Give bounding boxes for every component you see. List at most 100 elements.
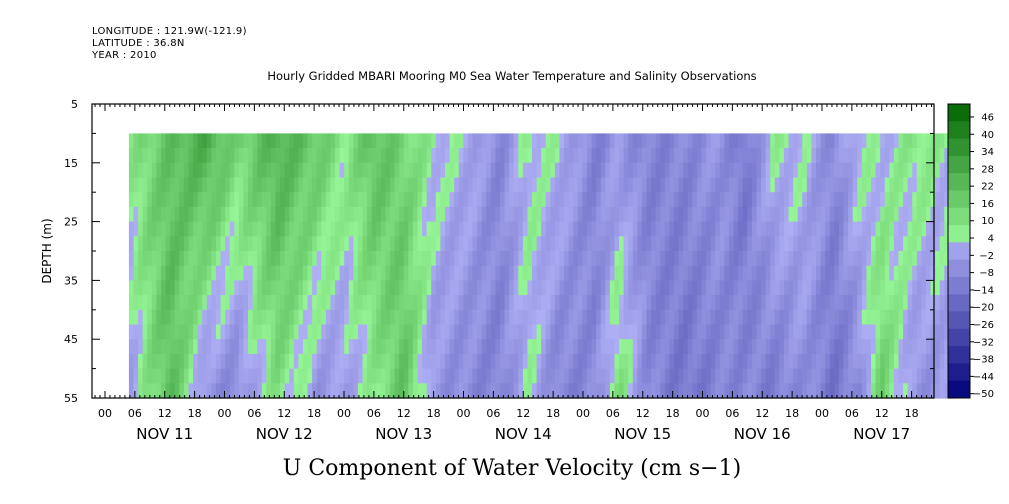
heatmap-cell <box>930 177 936 193</box>
heatmap-cell <box>417 309 423 326</box>
heatmap-cell <box>829 265 835 281</box>
heatmap-cell <box>628 162 634 179</box>
heatmap-cell <box>257 265 263 281</box>
heatmap-cell <box>156 177 162 193</box>
heatmap-cell <box>238 265 245 281</box>
heatmap-cell <box>454 339 460 355</box>
heatmap-cell <box>335 206 341 223</box>
heatmap-cell <box>339 353 345 370</box>
heatmap-cell <box>193 251 199 267</box>
heatmap-cell <box>394 265 400 281</box>
heatmap-cell <box>417 324 423 340</box>
heatmap-cell <box>348 265 354 281</box>
heatmap-cell <box>289 192 295 208</box>
heatmap-cell <box>820 353 826 370</box>
heatmap-cell <box>289 353 295 370</box>
heatmap-cell <box>802 236 808 252</box>
heatmap-cell <box>211 236 217 252</box>
heatmap-cell <box>390 309 396 326</box>
heatmap-cell <box>220 309 226 326</box>
heatmap-cell <box>270 236 277 252</box>
heatmap-cell <box>765 324 771 340</box>
heatmap-cell <box>312 177 318 193</box>
heatmap-cell <box>655 324 661 340</box>
heatmap-cell <box>930 148 936 164</box>
heatmap-cell <box>458 133 464 149</box>
heatmap-cell <box>733 236 739 252</box>
heatmap-cell <box>532 251 538 267</box>
heatmap-cell <box>486 280 492 296</box>
heatmap-cell <box>193 295 199 311</box>
heatmap-cell <box>321 148 327 164</box>
heatmap-cell <box>426 295 432 311</box>
heatmap-cell <box>609 251 616 267</box>
heatmap-cell <box>165 353 171 370</box>
heatmap-cell <box>724 177 730 193</box>
heatmap-cell <box>394 251 400 267</box>
heatmap-cell <box>843 206 849 223</box>
heatmap-cell <box>573 251 579 267</box>
heatmap-cell <box>706 368 712 384</box>
heatmap-cell <box>316 353 322 370</box>
heatmap-cell <box>848 383 854 399</box>
heatmap-cell <box>889 368 895 384</box>
heatmap-cell <box>229 133 235 149</box>
heatmap-cell <box>385 148 391 164</box>
heatmap-cell <box>422 309 428 326</box>
heatmap-cell <box>619 236 625 252</box>
heatmap-cell <box>848 192 854 208</box>
heatmap-cell <box>848 324 854 340</box>
heatmap-cell <box>390 280 396 296</box>
heatmap-cell <box>761 148 767 164</box>
heatmap-cell <box>458 236 464 252</box>
heatmap-cell <box>605 221 611 237</box>
heatmap-cell <box>733 295 739 311</box>
heatmap-cell <box>408 221 414 237</box>
heatmap-cell <box>275 295 281 311</box>
heatmap-cell <box>518 192 524 208</box>
heatmap-cell <box>422 148 428 164</box>
heatmap-cell <box>202 383 208 399</box>
heatmap-cell <box>944 236 950 252</box>
heatmap-cell <box>641 148 648 164</box>
heatmap-cell <box>623 162 629 179</box>
heatmap-cell <box>628 353 634 370</box>
heatmap-cell <box>211 251 217 267</box>
heatmap-cell <box>710 251 716 267</box>
heatmap-cell <box>399 236 405 252</box>
heatmap-cell <box>206 368 212 384</box>
heatmap-cell <box>783 162 790 179</box>
heatmap-cell <box>706 251 712 267</box>
heatmap-cell <box>499 383 506 399</box>
colorbar-label: 16 <box>981 199 994 210</box>
heatmap-cell <box>536 295 542 311</box>
heatmap-cell <box>472 295 478 311</box>
heatmap-cell <box>133 148 139 164</box>
heatmap-cell <box>669 148 675 164</box>
heatmap-cell <box>275 236 281 252</box>
heatmap-cell <box>183 368 190 384</box>
heatmap-cell <box>646 206 652 223</box>
heatmap-cell <box>440 339 446 355</box>
heatmap-cell <box>797 295 803 311</box>
heatmap-cell <box>490 265 496 281</box>
heatmap-cell <box>325 221 332 237</box>
heatmap-cell <box>641 162 648 179</box>
heatmap-cell <box>742 368 748 384</box>
heatmap-cell <box>174 353 180 370</box>
heatmap-cell <box>646 221 652 237</box>
heatmap-cell <box>829 133 835 149</box>
heatmap-cell <box>133 324 139 340</box>
heatmap-cell <box>509 206 515 223</box>
heatmap-cell <box>353 353 359 370</box>
heatmap-cell <box>174 177 180 193</box>
heatmap-cell <box>701 265 707 281</box>
heatmap-cell <box>586 133 593 149</box>
heatmap-cell <box>183 265 190 281</box>
heatmap-cell <box>463 295 469 311</box>
heatmap-cell <box>458 148 464 164</box>
heatmap-cell <box>486 192 492 208</box>
heatmap-cell <box>532 383 538 399</box>
heatmap-cell <box>811 133 817 149</box>
heatmap-cell <box>486 353 492 370</box>
